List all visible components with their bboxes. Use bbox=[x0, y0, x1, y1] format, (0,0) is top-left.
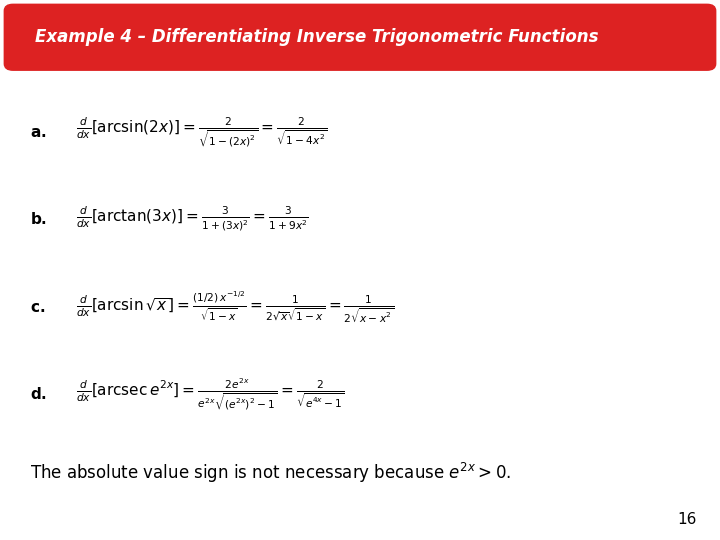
Text: Example 4 – Differentiating Inverse Trigonometric Functions: Example 4 – Differentiating Inverse Trig… bbox=[35, 28, 598, 46]
Text: $\mathbf{a.}$: $\mathbf{a.}$ bbox=[30, 125, 47, 140]
Text: $\frac{d}{dx}\left[\arcsin\sqrt{x}\right] = \frac{(1/2)\,x^{-1/2}}{\sqrt{1-x}} =: $\frac{d}{dx}\left[\arcsin\sqrt{x}\right… bbox=[76, 290, 394, 326]
Text: $\mathbf{c.}$: $\mathbf{c.}$ bbox=[30, 300, 45, 315]
Text: The absolute value sign is not necessary because $e^{2x} > 0$.: The absolute value sign is not necessary… bbox=[30, 461, 511, 484]
FancyBboxPatch shape bbox=[4, 4, 716, 70]
Text: $\frac{d}{dx}\left[\arctan(3x)\right] = \frac{3}{1+(3x)^2} = \frac{3}{1+9x^2}$: $\frac{d}{dx}\left[\arctan(3x)\right] = … bbox=[76, 205, 309, 233]
Text: 16: 16 bbox=[678, 511, 697, 526]
Text: $\mathbf{d.}$: $\mathbf{d.}$ bbox=[30, 386, 48, 402]
Text: $\mathbf{b.}$: $\mathbf{b.}$ bbox=[30, 211, 48, 227]
Text: $\frac{d}{dx}\left[\mathrm{arcsec}\, e^{2x}\right] = \frac{2e^{2x}}{e^{2x}\sqrt{: $\frac{d}{dx}\left[\mathrm{arcsec}\, e^{… bbox=[76, 376, 344, 412]
Text: $\frac{d}{dx}\left[\arcsin(2x)\right] = \frac{2}{\sqrt{1-(2x)^2}} = \frac{2}{\sq: $\frac{d}{dx}\left[\arcsin(2x)\right] = … bbox=[76, 116, 327, 149]
